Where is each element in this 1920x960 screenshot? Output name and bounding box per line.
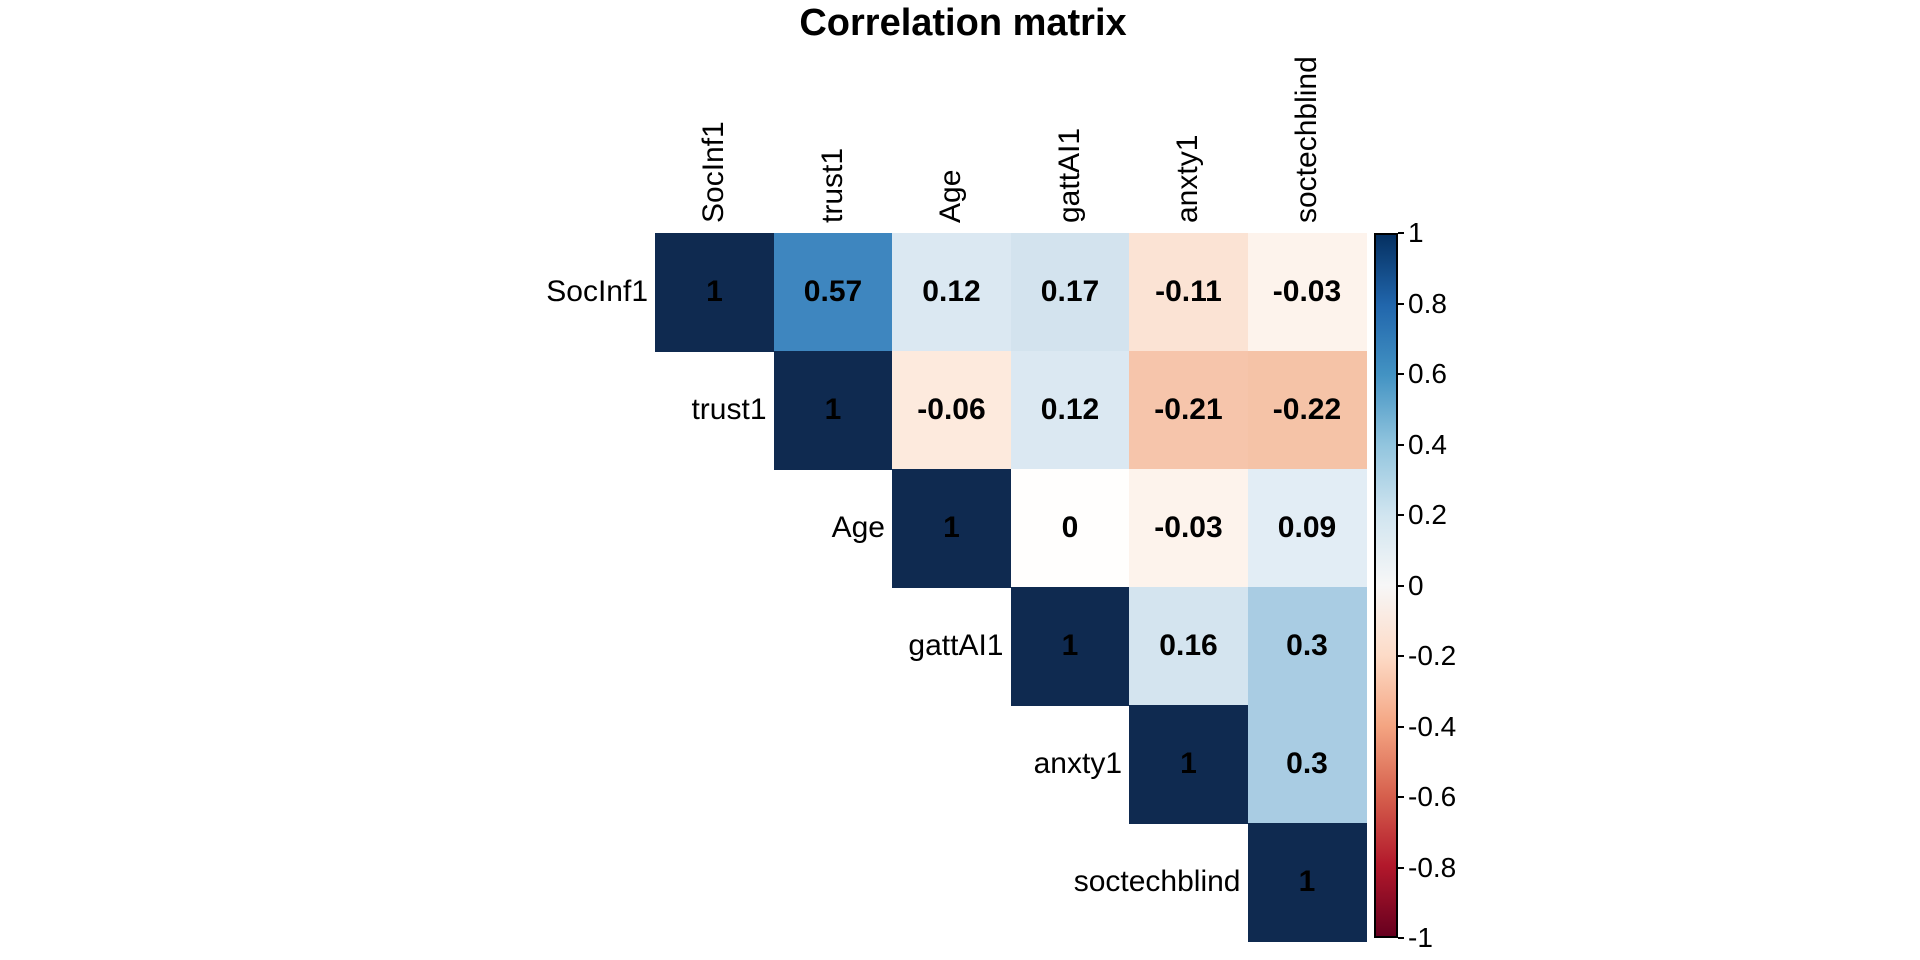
colorbar-tick	[1398, 937, 1404, 939]
colorbar-tick	[1398, 443, 1404, 446]
row-label: Age	[831, 511, 885, 544]
colorbar-gradient	[1374, 233, 1398, 938]
colorbar-tick	[1398, 232, 1404, 234]
colorbar-tick-label: -1	[1408, 922, 1433, 953]
matrix-cell: 0	[1010, 469, 1130, 588]
colorbar-tick-label: 0.6	[1408, 358, 1447, 389]
matrix-cell: 0.3	[1247, 705, 1367, 824]
col-label: Age	[934, 169, 968, 223]
colorbar-tick	[1398, 373, 1404, 375]
col-label: soctechblind	[1289, 56, 1323, 223]
matrix-cell: 0.09	[1247, 469, 1367, 588]
colorbar-tick-label: -0.2	[1408, 640, 1457, 671]
matrix-cell: -0.06	[892, 351, 1011, 470]
row-label: soctechblind	[1073, 865, 1241, 898]
colorbar-tick-label: 0.2	[1408, 499, 1447, 530]
row-label: trust1	[691, 393, 767, 426]
colorbar-tick	[1398, 302, 1404, 305]
matrix-cell: 1	[1247, 823, 1367, 942]
col-label: anxty1	[1171, 134, 1205, 223]
row-label: anxty1	[1033, 747, 1122, 780]
matrix-cell: 1	[655, 233, 774, 352]
matrix-cell: 1	[892, 469, 1011, 588]
chart-title: Correlation matrix	[799, 2, 1127, 44]
colorbar-tick-label: 0.8	[1408, 287, 1447, 319]
col-label: trust1	[815, 147, 849, 223]
matrix-cell: 0.16	[1129, 587, 1248, 706]
matrix-cell: -0.11	[1129, 233, 1248, 352]
matrix-cell: -0.03	[1247, 233, 1367, 352]
colorbar-tick-label: 1	[1408, 217, 1424, 248]
colorbar-tick	[1398, 725, 1404, 728]
colorbar-tick	[1398, 866, 1404, 869]
colorbar-tick-label: -0.4	[1408, 710, 1457, 742]
colorbar-tick	[1398, 514, 1404, 516]
matrix-cell: 0.12	[1010, 351, 1130, 470]
row-label: gattAI1	[908, 629, 1004, 662]
colorbar-tick-label: 0.4	[1408, 428, 1447, 460]
row-label: SocInf1	[546, 275, 648, 308]
colorbar-tick-label: 0	[1408, 569, 1424, 601]
matrix-cell: -0.22	[1247, 351, 1367, 470]
matrix-cell: -0.21	[1129, 351, 1248, 470]
colorbar-tick-label: -0.6	[1408, 781, 1457, 812]
matrix-cell: 1	[773, 351, 893, 470]
matrix-cell: 0.17	[1010, 233, 1130, 352]
colorbar-tick	[1398, 655, 1404, 657]
matrix-cell: -0.03	[1129, 469, 1248, 588]
colorbar-tick	[1398, 796, 1404, 798]
matrix-cell: 0.12	[892, 233, 1011, 352]
matrix-cell: 0.57	[773, 233, 893, 352]
matrix-cell: 1	[1129, 705, 1248, 824]
colorbar-tick-label: -0.8	[1408, 851, 1457, 883]
col-label: SocInf1	[697, 121, 731, 223]
matrix-cell: 0.3	[1247, 587, 1367, 706]
colorbar-tick	[1398, 584, 1404, 587]
matrix-cell: 1	[1010, 587, 1130, 706]
col-label: gattAI1	[1052, 127, 1086, 223]
